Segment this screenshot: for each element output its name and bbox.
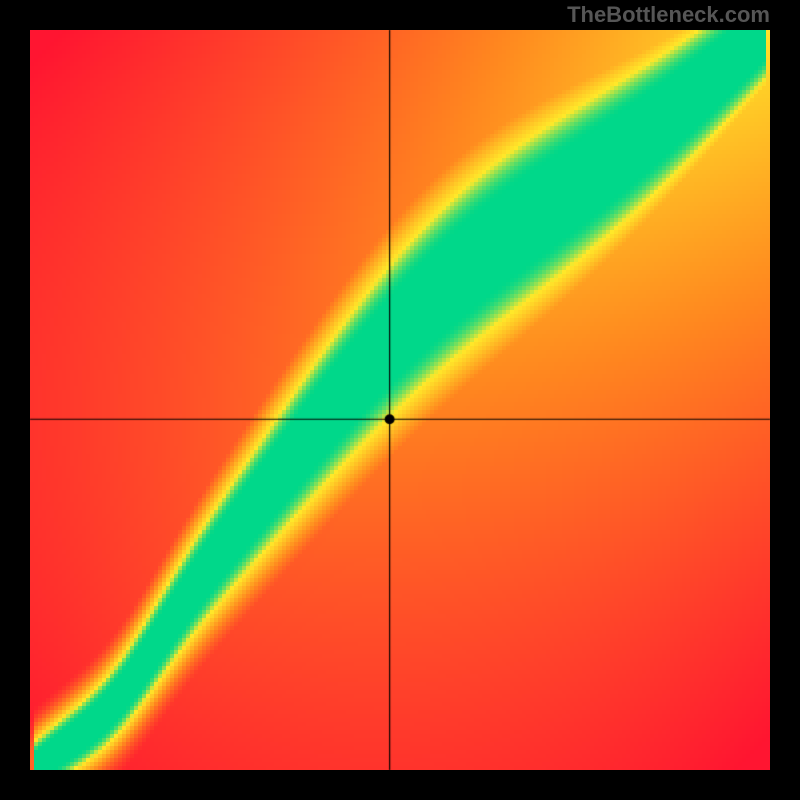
watermark-text: TheBottleneck.com — [567, 2, 770, 28]
bottleneck-heatmap — [30, 30, 770, 770]
chart-container: TheBottleneck.com — [0, 0, 800, 800]
